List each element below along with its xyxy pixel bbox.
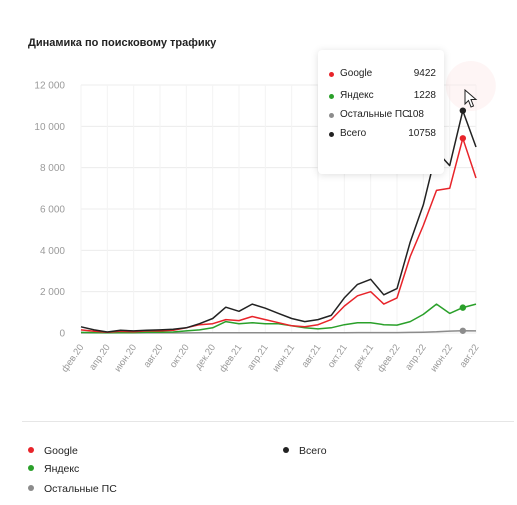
x-tick-label: авг.21 [300,342,324,369]
series-line-total [80,109,477,333]
tooltip-other-label: Остальные ПС [340,109,410,120]
x-tick-label: апр.21 [245,342,271,372]
legend-google-label: Google [44,445,78,457]
x-tick-label: авг.20 [142,342,166,369]
tooltip-other-value: 108 [407,109,424,120]
y-tick-label: 0 [59,329,65,340]
tooltip-other-dot [329,113,334,118]
x-tick-label: апр.22 [403,342,429,372]
x-tick-label: апр.20 [87,342,113,372]
tooltip-total-value: 10758 [408,128,436,139]
tooltip-google-dot [329,72,334,77]
x-tick-label: фев.22 [375,342,402,374]
hover-highlight [445,61,496,111]
series-line-yandex [80,303,477,334]
tooltip-yandex-label: Яндекс [340,90,374,101]
x-tick-label: июн.20 [112,342,139,374]
tooltip-yandex-dot [329,94,334,99]
chart-tooltip: Google 9422 Яндекс 1228 Остальные ПС 108… [318,50,444,174]
tooltip-yandex-value: 1228 [413,90,436,101]
tooltip-total-dot [329,132,334,137]
hover-point-yandex [459,304,467,311]
x-tick-label: окт.20 [168,342,192,370]
tooltip-google-label: Google [340,68,373,79]
legend-item-yandex[interactable]: Яндекс [28,463,79,475]
tooltip-total-label: Всего [340,128,367,139]
legend-google-dot [28,447,34,453]
y-tick-label: 8 000 [40,163,65,174]
y-tick-label: 4 000 [40,246,65,257]
legend-divider [22,421,514,422]
legend-item-google[interactable]: Google [28,445,78,457]
tooltip-row-yandex: Яндекс 1228 [329,90,436,104]
x-tick-label: июн.21 [270,342,297,374]
tooltip-google-value: 9422 [413,68,436,79]
hover-point-total [459,107,467,114]
legend-yandex-dot [28,465,34,471]
y-tick-label: 10 000 [34,122,65,133]
mouse-cursor-icon [464,89,478,108]
legend-yandex-label: Яндекс [44,463,80,475]
x-tick-label: дек.21 [351,342,376,371]
x-tick-label: дек.20 [193,342,218,371]
tooltip-row-google: Google 9422 [329,68,436,82]
legend-total-label: Всего [299,445,327,457]
x-tick-label: авг.22 [458,342,482,369]
x-tick-label: июн.22 [428,342,455,374]
x-tick-label: окт.21 [326,342,350,370]
x-tick-label: фев.20 [59,342,86,374]
chart-title: Динамика по поисковому трафику [28,37,217,49]
legend-other-label: Остальные ПС [44,483,117,495]
hover-point-other [459,327,467,334]
tooltip-row-other: Остальные ПС 108 [329,109,436,123]
legend-item-other[interactable]: Остальные ПС [28,483,117,495]
legend-total-dot [283,447,289,453]
y-tick-label: 2 000 [40,287,65,298]
legend-item-total[interactable]: Всего [283,445,327,457]
y-tick-label: 12 000 [34,81,65,92]
hover-point-google [459,135,467,142]
y-tick-label: 6 000 [40,205,65,216]
tooltip-row-total: Всего 10758 [329,128,436,142]
x-tick-label: фев.21 [217,342,244,374]
legend-other-dot [28,485,34,491]
